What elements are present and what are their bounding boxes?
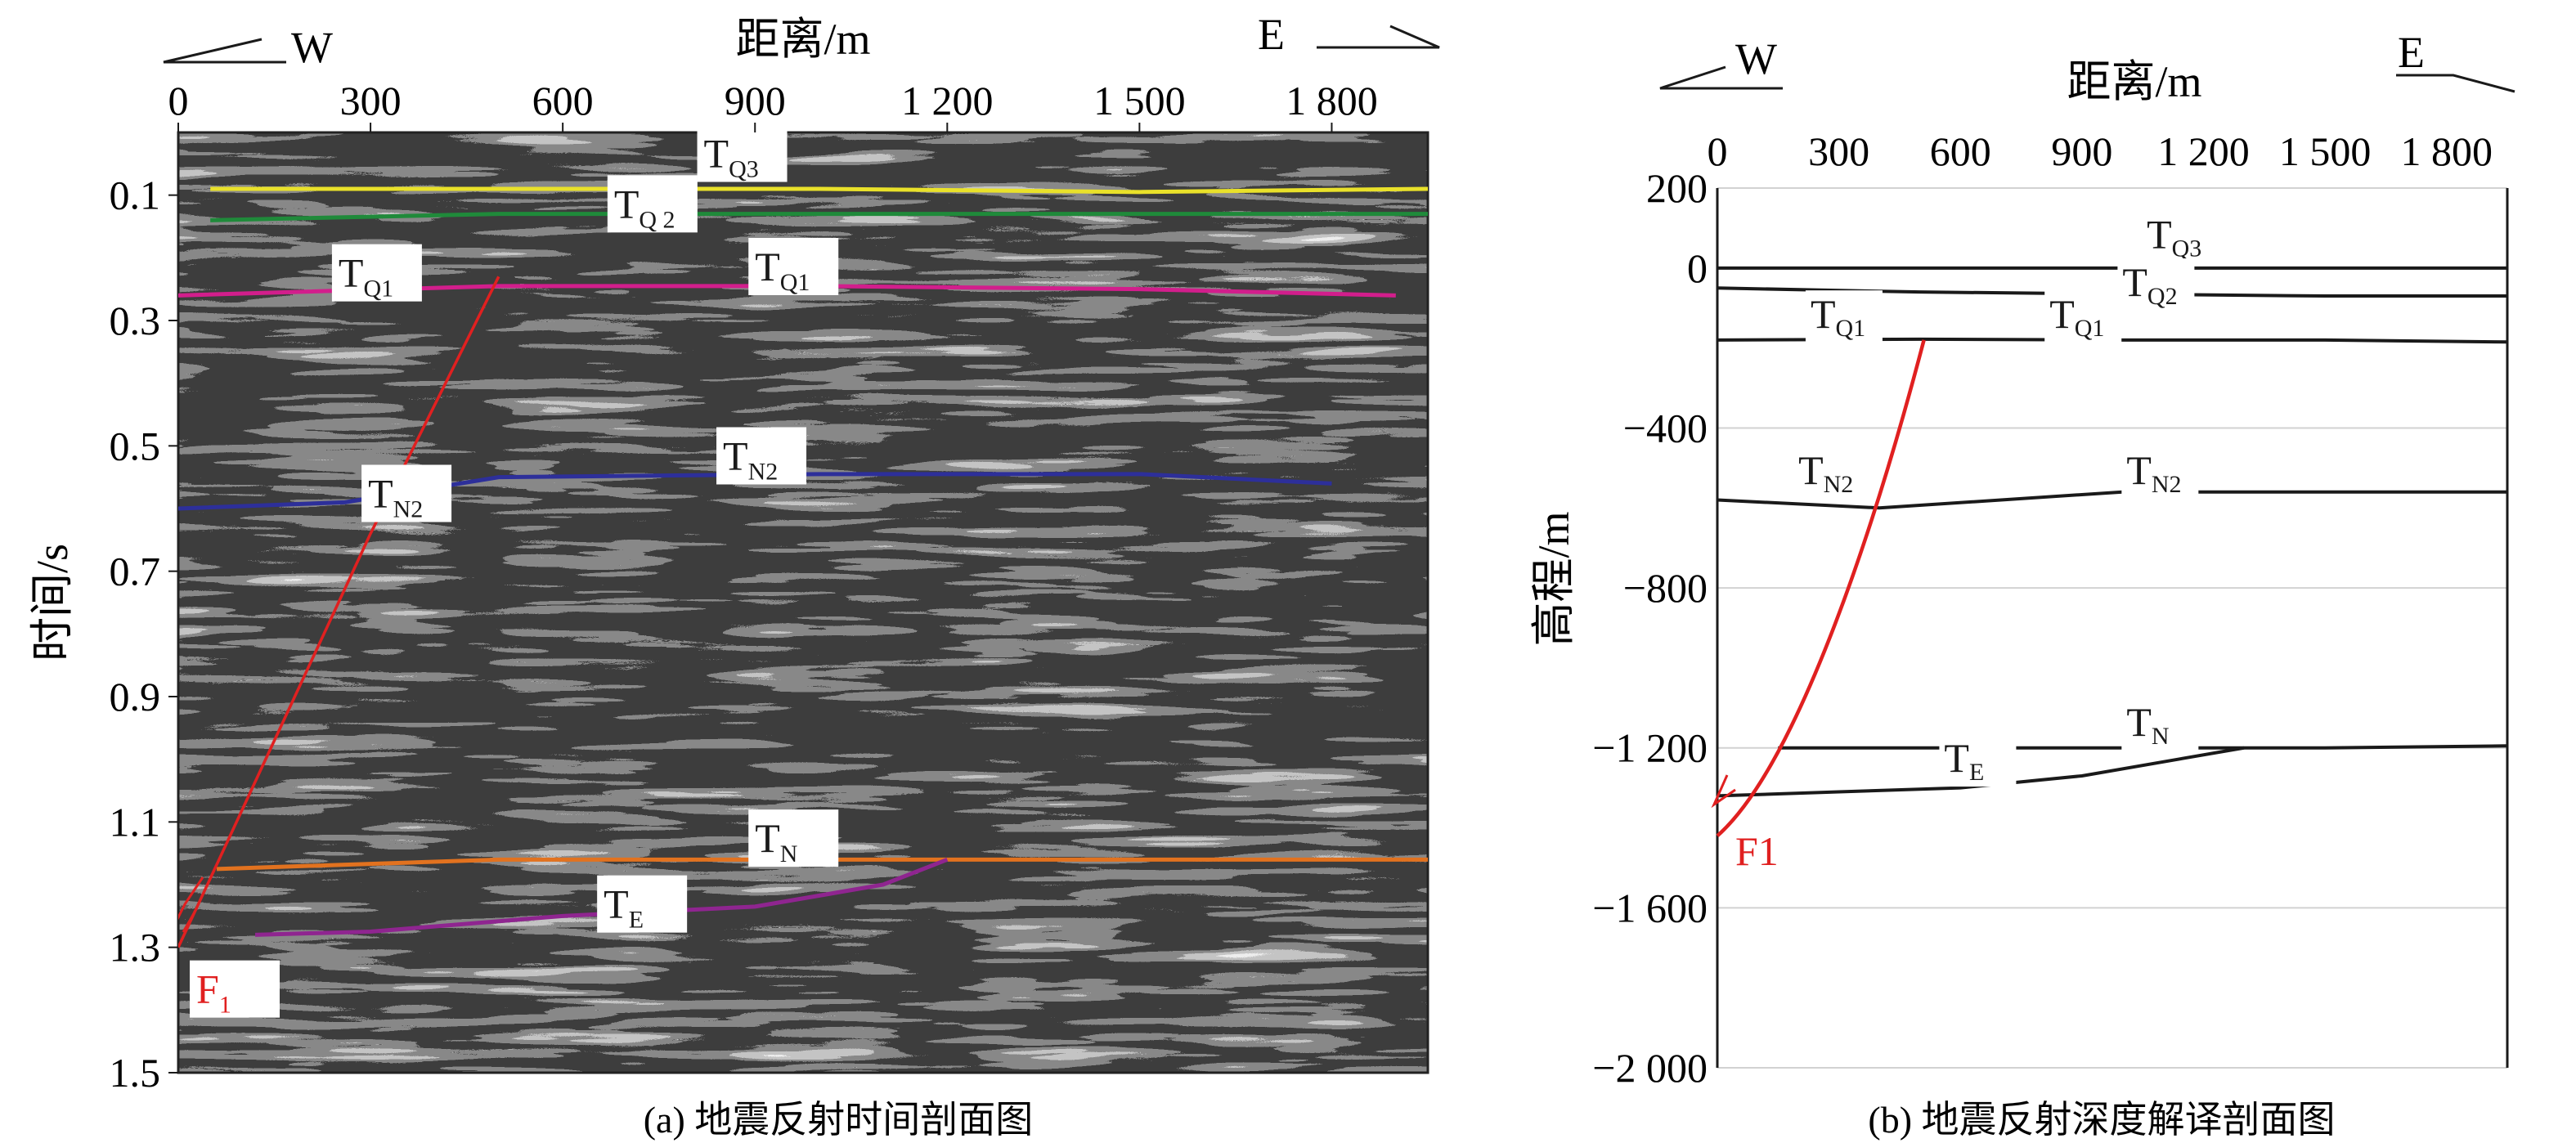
panel-b-x-tick-label: 1 500 xyxy=(2279,128,2372,174)
svg-text:TN2: TN2 xyxy=(368,471,423,523)
panel-b-x-tick-label: 900 xyxy=(2051,128,2112,174)
horizon-label-tn2b: TN2 xyxy=(716,427,807,486)
panel-a-x-ticks: 0 300 600 900 1 200 1 500 1 800 xyxy=(168,78,1378,132)
horizon-label-b-te: TE xyxy=(1939,734,2017,787)
panel-b-caption: (b) 地震反射深度解译剖面图 xyxy=(1868,1099,2335,1141)
panel-a: TQ3 TQ 2 TQ1 TQ1 TN2 TN2 TN TE F1 0 300 600 900 1 20… xyxy=(28,10,1440,1141)
horizon-line-te xyxy=(1717,746,2245,798)
horizon-label-tq3: TQ3 xyxy=(697,124,788,183)
svg-text:TN2: TN2 xyxy=(1798,447,1853,498)
panel-a-frame xyxy=(177,131,1429,1074)
panel-a-x-tick-label: 900 xyxy=(725,78,786,123)
svg-text:TN: TN xyxy=(2126,699,2169,750)
horizon-label-f1: F1 xyxy=(190,960,280,1019)
panel-a-y-axis-title: 时间/s xyxy=(28,544,77,661)
panel-b-x-tick-label: 1 200 xyxy=(2157,128,2250,174)
panel-a-x-tick-label: 1 200 xyxy=(901,78,994,123)
east-arrow: E xyxy=(1258,10,1440,59)
panel-b-y-ticks: 200 0 −400 −800 −1 200 −1 600 −2 000 xyxy=(1592,165,1708,1091)
horizon-label-b-tq1b: TQ1 xyxy=(2044,290,2122,343)
panel-a-y-tick-label: 0.9 xyxy=(110,674,161,719)
panel-a-y-tick-label: 1.1 xyxy=(110,799,161,845)
horizon-label-b-tq3: TQ3 xyxy=(2142,210,2219,263)
panel-a-y-tick-label: 0.1 xyxy=(110,173,161,218)
east-label-b: E xyxy=(2398,28,2425,77)
svg-text:TQ1: TQ1 xyxy=(1811,291,1865,342)
horizon-label-tq1: TQ1 xyxy=(331,244,422,303)
west-label: W xyxy=(291,23,333,72)
panel-b-y-tick-label: −800 xyxy=(1623,565,1708,611)
horizon-label-tq1b: TQ1 xyxy=(748,238,839,296)
panel-a-horizon-labels: TQ3 TQ 2 TQ1 TQ1 TN2 TN2 TN TE F1 xyxy=(190,124,839,1019)
panel-a-x-tick-label: 1 800 xyxy=(1286,78,1378,123)
horizon-line-tq2 xyxy=(210,212,1428,222)
horizon-line-f1 xyxy=(1716,339,1926,838)
panel-b-y-axis-title: 高程/m xyxy=(1529,511,1578,646)
svg-text:TQ2: TQ2 xyxy=(2122,259,2177,310)
svg-text:TQ3: TQ3 xyxy=(704,131,759,183)
svg-text:TQ 2: TQ 2 xyxy=(614,181,675,233)
panel-a-y-tick-label: 1.3 xyxy=(110,925,161,970)
panel-a-x-tick-label: 0 xyxy=(168,78,189,123)
panel-b-x-axis-title: 距离/m xyxy=(2067,57,2201,106)
panel-b-y-tick-label: 0 xyxy=(1687,245,1708,291)
panel-a-caption: (a) 地震反射时间剖面图 xyxy=(644,1099,1034,1141)
panel-a-y-tick-label: 1.5 xyxy=(110,1050,161,1096)
west-arrow: W xyxy=(163,23,333,72)
panel-b-y-tick-label: 200 xyxy=(1646,165,1708,211)
horizon-label-tn: TN xyxy=(748,809,839,867)
fault-label-b: F1 xyxy=(1735,828,1779,874)
horizon-label-tq2: TQ 2 xyxy=(607,175,698,233)
east-arrow-b: E xyxy=(2396,28,2515,93)
horizon-label-b-tq2: TQ2 xyxy=(2117,258,2195,312)
panel-a-y-ticks: 0.1 0.3 0.5 0.7 0.9 1.1 1.3 1.5 xyxy=(110,173,178,1096)
horizon-label-b-tq1: TQ1 xyxy=(1805,290,1883,343)
svg-text:TN2: TN2 xyxy=(723,433,778,486)
svg-text:TQ1: TQ1 xyxy=(339,250,393,303)
horizon-label-b-tn2b: TN2 xyxy=(2121,446,2199,499)
panel-b-y-tick-label: −2 000 xyxy=(1592,1045,1708,1091)
horizon-label-b-tn2: TN2 xyxy=(1793,446,1871,499)
svg-text:TN2: TN2 xyxy=(2126,447,2181,498)
horizon-label-te: TE xyxy=(597,875,688,934)
svg-text:TQ3: TQ3 xyxy=(2147,211,2201,262)
panel-b-y-tick-label: −400 xyxy=(1623,405,1708,450)
horizon-label-b-tn: TN xyxy=(2121,698,2199,751)
panel-b-x-tick-label: 600 xyxy=(1930,128,1991,174)
panel-a-y-tick-label: 0.5 xyxy=(110,423,161,468)
svg-text:TQ1: TQ1 xyxy=(2049,291,2104,342)
fault-slip-arrow xyxy=(178,876,204,921)
panel-b-x-tick-label: 0 xyxy=(1708,128,1728,174)
panel-a-x-axis-title: 距离/m xyxy=(735,15,870,64)
horizon-line-tn2 xyxy=(178,472,1332,511)
panel-a-y-tick-label: 0.3 xyxy=(110,298,161,343)
panel-a-x-tick-label: 1 500 xyxy=(1093,78,1186,123)
panel-b-x-tick-label: 300 xyxy=(1808,128,1869,174)
panel-a-x-tick-label: 600 xyxy=(532,78,594,123)
panel-b-y-tick-label: −1 600 xyxy=(1592,885,1708,930)
horizon-line-tq3 xyxy=(210,186,1428,195)
fault-slip-arrow xyxy=(1711,774,1736,809)
svg-text:TE: TE xyxy=(1944,735,1984,786)
svg-text:TE: TE xyxy=(604,881,644,934)
svg-text:TQ1: TQ1 xyxy=(755,244,810,296)
panel-b-horizons xyxy=(1711,266,2508,838)
panel-b-x-ticks: 0 300 600 900 1 200 1 500 1 800 xyxy=(1708,128,2493,174)
svg-text:F1: F1 xyxy=(196,966,231,1019)
panel-b-y-tick-label: −1 200 xyxy=(1592,725,1708,771)
panel-a-x-tick-label: 300 xyxy=(340,78,402,123)
horizon-line-f1 xyxy=(178,276,500,948)
panel-b-x-tick-label: 1 800 xyxy=(2400,128,2493,174)
west-label-b: W xyxy=(1735,34,1777,83)
west-arrow-b: W xyxy=(1659,34,1783,90)
fault-slip-arrow xyxy=(182,908,198,933)
panel-a-y-tick-label: 0.7 xyxy=(110,549,161,594)
east-label: E xyxy=(1258,10,1285,59)
horizon-label-tn2: TN2 xyxy=(361,464,452,523)
svg-text:TN: TN xyxy=(755,815,797,867)
